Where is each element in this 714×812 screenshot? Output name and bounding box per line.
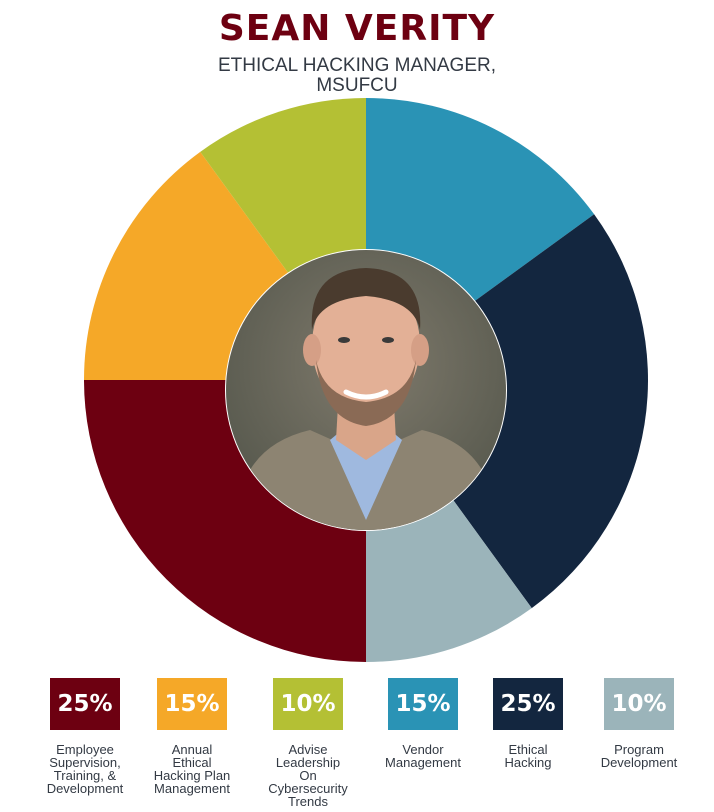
- page-subtitle: ETHICAL HACKING MANAGER, MSUFCU: [0, 56, 714, 96]
- donut-chart: [84, 97, 649, 662]
- legend-item: 25% Employee Supervision, Training, & Dev…: [30, 678, 140, 795]
- page-title: SEAN VERITY: [218, 8, 496, 49]
- legend-item: 15% Annual Ethical Hacking Plan Managemen…: [137, 678, 247, 795]
- legend-label: Employee Supervision, Training, & Develo…: [46, 742, 124, 796]
- legend-swatch: 10%: [273, 678, 343, 730]
- subtitle-line-1: ETHICAL HACKING MANAGER,: [217, 55, 496, 76]
- legend-item: 15% Vendor Management: [368, 678, 478, 769]
- legend-swatch: 15%: [388, 678, 458, 730]
- subtitle-line-2: MSUFCU: [316, 75, 398, 96]
- legend-item: 25% Ethical Hacking: [473, 678, 583, 769]
- legend-label: Advise Leadership On Cybersecurity Trend…: [268, 742, 348, 809]
- legend-label: Vendor Management: [385, 742, 461, 770]
- legend-swatch: 25%: [50, 678, 120, 730]
- legend-swatch: 15%: [157, 678, 227, 730]
- legend-label: Annual Ethical Hacking Plan Management: [153, 742, 231, 796]
- legend-item: 10% Program Development: [584, 678, 694, 769]
- chart-legend: 25% Employee Supervision, Training, & Dev…: [0, 678, 714, 812]
- legend-swatch: 10%: [604, 678, 674, 730]
- legend-item: 10% Advise Leadership On Cybersecurity Tr…: [253, 678, 363, 808]
- legend-swatch: 25%: [493, 678, 563, 730]
- donut-slice: [366, 214, 649, 609]
- portrait-photo: [226, 250, 506, 530]
- legend-label: Ethical Hacking: [504, 742, 552, 770]
- legend-label: Program Development: [600, 742, 678, 770]
